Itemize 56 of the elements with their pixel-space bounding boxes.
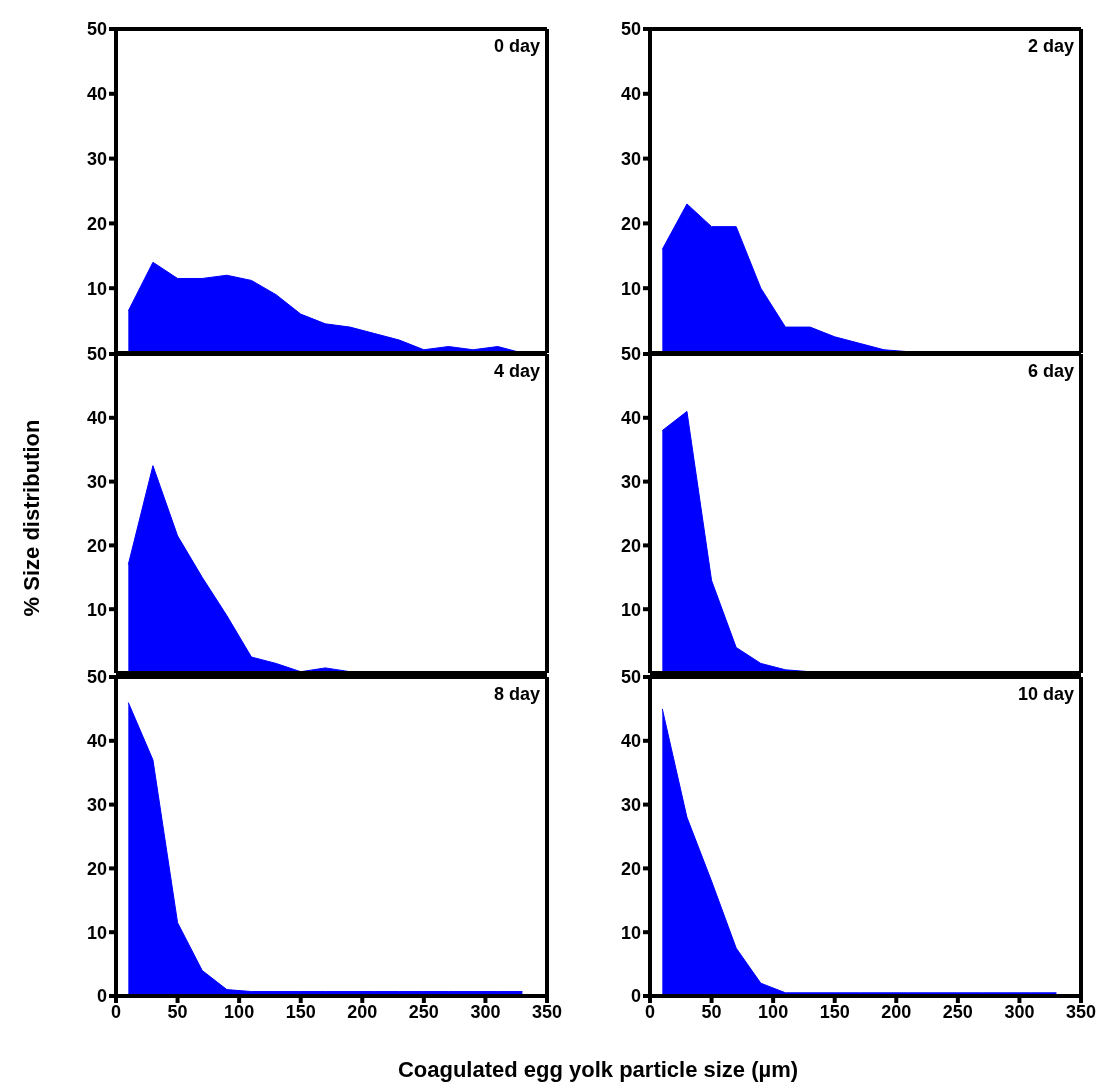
x-tick-label: 150	[819, 1001, 850, 1022]
y-tick-label: 30	[86, 471, 107, 492]
x-tick-label: 0	[110, 1001, 122, 1022]
y-tick-label: 40	[620, 408, 641, 429]
y-tick-label: 40	[86, 408, 107, 429]
y-tick-label: 50	[620, 344, 641, 365]
x-tick-label: 350	[531, 1001, 563, 1022]
x-axis-title: Coagulated egg yolk particle size (µm)	[397, 1057, 799, 1083]
y-tick-label: 20	[620, 213, 641, 234]
x-tick-label: 250	[408, 1001, 439, 1022]
y-tick-label: 50	[620, 19, 641, 40]
chart-title: 0 day	[493, 36, 540, 57]
y-tick-label: 50	[86, 667, 107, 688]
y-tick-label: 20	[620, 858, 641, 879]
chart-title: 10 day	[1017, 684, 1074, 705]
x-tick-label: 200	[347, 1001, 378, 1022]
y-tick-label: 30	[620, 471, 641, 492]
y-tick-label: 0	[630, 986, 641, 1007]
x-tick-label: 0	[644, 1001, 656, 1022]
y-tick-label: 40	[86, 731, 107, 752]
chart-title: 2 day	[1027, 36, 1074, 57]
y-tick-label: 40	[86, 84, 107, 105]
chart-title: 8 day	[493, 684, 540, 705]
x-tick-label: 100	[758, 1001, 789, 1022]
y-tick-label: 10	[86, 278, 107, 299]
x-tick-label: 100	[224, 1001, 255, 1022]
y-tick-label: 10	[620, 599, 641, 620]
y-tick-label: 30	[86, 794, 107, 815]
x-tick-label: 200	[881, 1001, 912, 1022]
chart-title: 6 day	[1027, 361, 1074, 382]
y-tick-label: 40	[620, 84, 641, 105]
y-axis-title: % Size distribution	[19, 419, 45, 617]
x-tick-label: 50	[167, 1001, 188, 1022]
y-tick-label: 20	[86, 858, 107, 879]
y-tick-label: 10	[86, 922, 107, 943]
y-tick-label: 20	[86, 213, 107, 234]
chart-title: 4 day	[493, 361, 540, 382]
y-tick-label: 10	[620, 922, 641, 943]
y-tick-label: 20	[620, 535, 641, 556]
x-tick-label: 50	[701, 1001, 722, 1022]
x-tick-label: 300	[470, 1001, 501, 1022]
y-tick-label: 30	[620, 794, 641, 815]
y-tick-label: 40	[620, 731, 641, 752]
y-tick-label: 50	[86, 19, 107, 40]
x-tick-label: 250	[942, 1001, 973, 1022]
y-tick-label: 10	[86, 599, 107, 620]
x-tick-label: 150	[285, 1001, 316, 1022]
x-tick-label: 300	[1004, 1001, 1035, 1022]
y-tick-label: 0	[96, 986, 107, 1007]
y-tick-label: 10	[620, 278, 641, 299]
y-tick-label: 30	[86, 148, 107, 169]
y-tick-label: 20	[86, 535, 107, 556]
y-tick-label: 50	[86, 344, 107, 365]
y-tick-label: 30	[620, 148, 641, 169]
x-tick-label: 350	[1065, 1001, 1097, 1022]
y-tick-label: 50	[620, 667, 641, 688]
